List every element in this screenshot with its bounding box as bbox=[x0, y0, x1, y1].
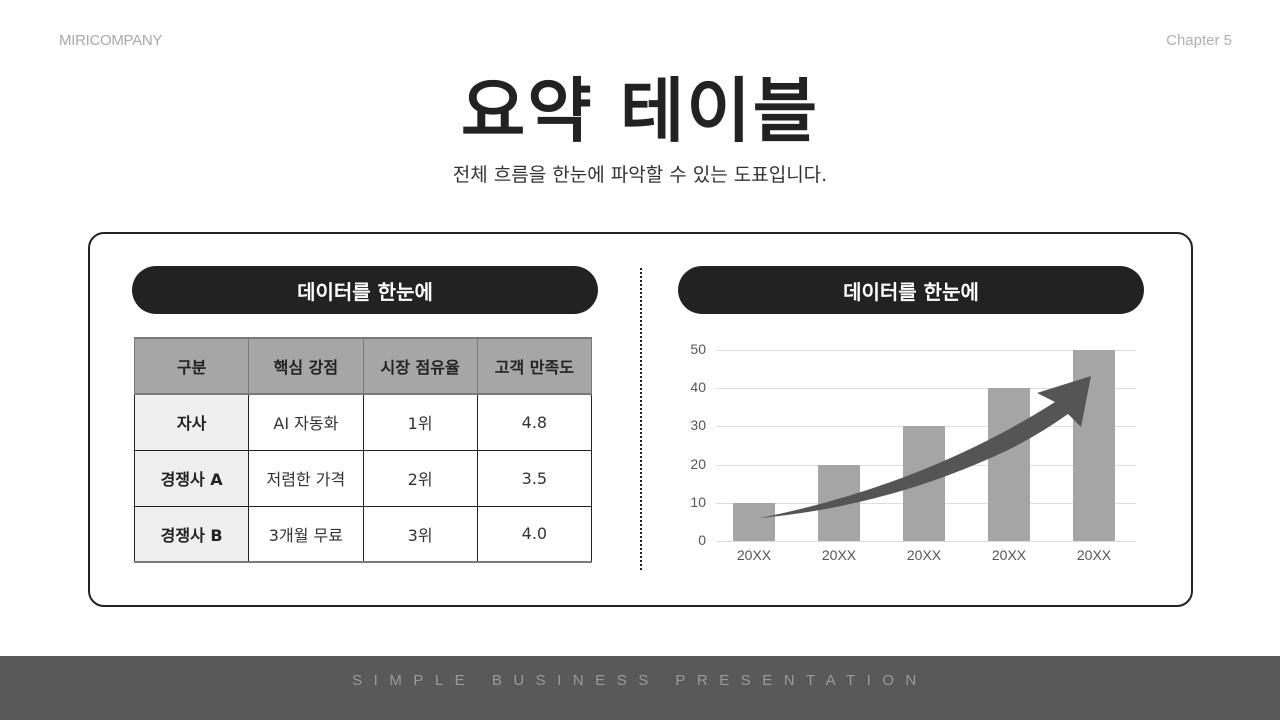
gridline bbox=[716, 388, 1136, 389]
chapter-label: Chapter 5 bbox=[1166, 32, 1232, 49]
row-header: 경쟁사 B bbox=[133, 505, 250, 563]
y-axis-tick: 30 bbox=[690, 417, 706, 433]
table-cell: 1위 bbox=[362, 393, 478, 451]
column-header: 시장 점유율 bbox=[362, 337, 478, 395]
row-header: 자사 bbox=[133, 393, 250, 451]
table-cell: 3.5 bbox=[476, 449, 593, 507]
table-cell: 4.8 bbox=[476, 393, 593, 451]
x-axis-tick: 20XX bbox=[906, 547, 942, 563]
x-axis-tick: 20XX bbox=[991, 547, 1027, 563]
x-axis-tick: 20XX bbox=[821, 547, 857, 563]
bar bbox=[988, 388, 1030, 541]
summary-table: 구분 핵심 강점 시장 점유율 고객 만족도 자사 AI 자동화 1위 4.8 … bbox=[133, 337, 593, 563]
y-axis-tick: 0 bbox=[698, 532, 706, 548]
bar bbox=[733, 503, 775, 541]
dotted-divider bbox=[640, 268, 642, 570]
brand-label: MIRICOMPANY bbox=[59, 32, 163, 49]
y-axis-tick: 50 bbox=[690, 341, 706, 357]
table-header-row: 구분 핵심 강점 시장 점유율 고객 만족도 bbox=[133, 337, 593, 395]
table-cell: 2위 bbox=[362, 449, 478, 507]
trend-arrow-icon bbox=[760, 376, 1091, 518]
table-section-header: 데이터를 한눈에 bbox=[132, 266, 598, 314]
chart-section-header: 데이터를 한눈에 bbox=[678, 266, 1144, 314]
page-subtitle: 전체 흐름을 한눈에 파악할 수 있는 도표입니다. bbox=[452, 164, 828, 186]
column-header: 구분 bbox=[133, 337, 250, 395]
table-cell: 3개월 무료 bbox=[248, 505, 364, 563]
table-cell: 4.0 bbox=[476, 505, 593, 563]
table-cell: AI 자동화 bbox=[248, 393, 364, 451]
page-title: 요약 테이블 bbox=[460, 70, 820, 152]
gridline bbox=[716, 350, 1136, 351]
footer-text: SIMPLE BUSINESS PRESENTATION bbox=[352, 672, 928, 689]
y-axis-tick: 40 bbox=[690, 379, 706, 395]
column-header: 핵심 강점 bbox=[248, 337, 364, 395]
table-row: 자사 AI 자동화 1위 4.8 bbox=[133, 393, 593, 451]
gridline bbox=[716, 541, 1136, 542]
x-axis-tick: 20XX bbox=[1076, 547, 1112, 563]
table-row: 경쟁사 B 3개월 무료 3위 4.0 bbox=[133, 505, 593, 563]
footer-bar: SIMPLE BUSINESS PRESENTATION bbox=[0, 656, 1280, 720]
row-header: 경쟁사 A bbox=[133, 449, 250, 507]
x-axis-tick: 20XX bbox=[736, 547, 772, 563]
y-axis-tick: 10 bbox=[690, 494, 706, 510]
y-axis-tick: 20 bbox=[690, 456, 706, 472]
bar-chart: 0 10 20 30 40 50 20XX 20XX 20XX 20XX 20XX bbox=[670, 330, 1150, 580]
column-header: 고객 만족도 bbox=[476, 337, 593, 395]
table-row: 경쟁사 A 저렴한 가격 2위 3.5 bbox=[133, 449, 593, 507]
table-cell: 3위 bbox=[362, 505, 478, 563]
table-cell: 저렴한 가격 bbox=[248, 449, 364, 507]
